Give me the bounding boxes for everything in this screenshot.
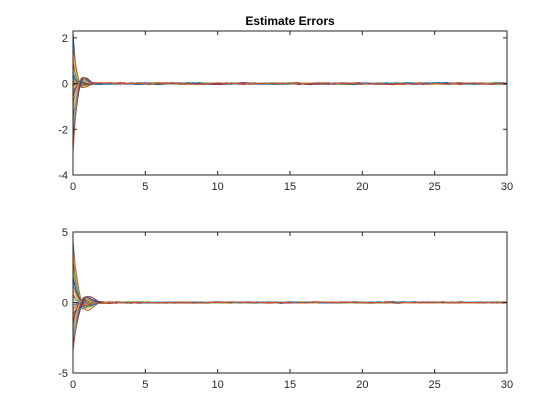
x-tick-label: 5 [142, 379, 148, 391]
x-tick-label: 25 [429, 379, 441, 391]
x-tick-label: 30 [501, 181, 513, 193]
x-tick-label: 30 [501, 379, 513, 391]
x-tick-label: 5 [142, 181, 148, 193]
x-tick-label: 20 [356, 181, 368, 193]
x-tick-label: 25 [429, 181, 441, 193]
y-tick-label: 2 [62, 33, 68, 45]
x-tick-label: 20 [356, 379, 368, 391]
axes-box [72, 30, 508, 176]
series-line-24 [73, 80, 507, 111]
series-line-29 [73, 76, 507, 146]
series-line-27 [73, 78, 507, 132]
series-line-1 [73, 240, 507, 310]
series-line-1 [73, 33, 507, 88]
y-tick-label: -5 [58, 368, 68, 380]
y-tick-label: -4 [58, 170, 68, 182]
series-line-27 [73, 297, 507, 340]
x-tick-label: 0 [70, 181, 76, 193]
plot-top: 0 5 10 15 20 25 30 -4 -2 0 2 Estimate Errors [58, 14, 513, 193]
x-tick-label: 15 [284, 181, 296, 193]
series-line-25 [73, 79, 507, 118]
series-line-4 [73, 261, 507, 308]
series-line-3 [73, 55, 507, 87]
y-tick-label: -2 [58, 124, 68, 136]
x-tick-label: 10 [212, 181, 224, 193]
series-line-20 [73, 300, 507, 320]
series-line-26 [73, 79, 507, 125]
series-line-30 [73, 296, 507, 351]
x-tick-label: 0 [70, 379, 76, 391]
series-group [73, 240, 507, 351]
series-line-26 [73, 297, 507, 337]
chart-title: Estimate Errors [245, 14, 335, 28]
series-line-29 [73, 296, 507, 347]
series-line-4 [73, 62, 507, 86]
series-line-7 [73, 277, 507, 306]
x-tick-label: 10 [212, 379, 224, 391]
series-line-28 [73, 77, 507, 139]
series-line-30 [73, 76, 507, 153]
series-line-6 [73, 272, 507, 307]
series-line-2 [73, 249, 507, 311]
series-group [73, 33, 507, 153]
plot-bottom: 0 5 10 15 20 25 30-505 [58, 227, 513, 391]
y-tick-label: 0 [62, 298, 68, 310]
series-line-3 [73, 256, 507, 309]
x-tick-label: 15 [284, 379, 296, 391]
series-line-24 [73, 298, 507, 331]
series-line-2 [73, 46, 507, 88]
y-tick-label: 0 [62, 79, 68, 91]
y-tick-label: 5 [62, 227, 68, 239]
